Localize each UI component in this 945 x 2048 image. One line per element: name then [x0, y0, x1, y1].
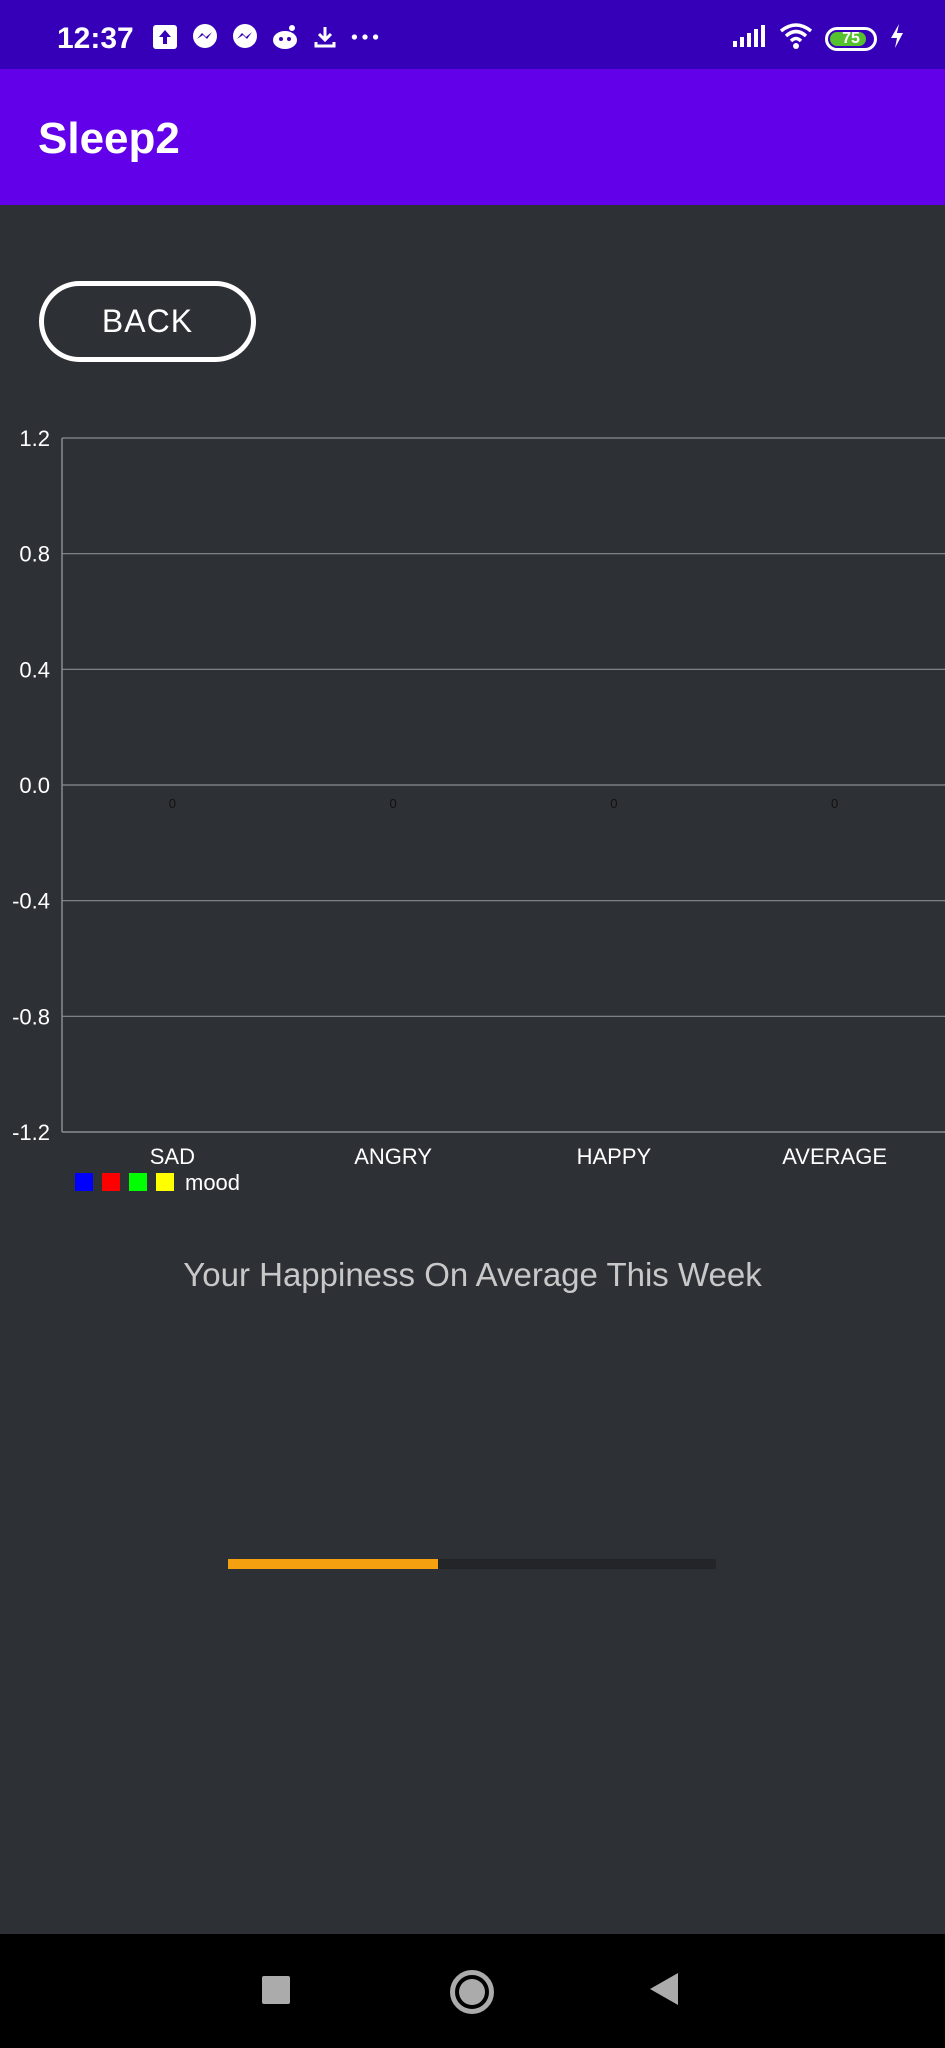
bar-value-label: 0 [610, 796, 617, 811]
happiness-label: Your Happiness On Average This Week [183, 1256, 762, 1293]
status-bar: 12:37 75 [0, 0, 945, 69]
back-icon[interactable] [648, 1972, 680, 2006]
x-tick-label: ANGRY [354, 1144, 432, 1169]
upload-icon [150, 23, 180, 51]
y-tick-label: 0.0 [19, 773, 50, 798]
notification-icons [150, 23, 380, 51]
battery-icon: 75 [825, 26, 877, 51]
legend-swatch [75, 1173, 93, 1191]
download-icon [310, 23, 340, 51]
x-tick-label: AVERAGE [782, 1144, 887, 1169]
bar-value-label: 0 [169, 796, 176, 811]
signal-icon [731, 23, 767, 54]
wifi-icon [779, 22, 813, 55]
y-tick-label: -0.8 [12, 1004, 50, 1029]
charging-icon [889, 23, 905, 54]
happiness-progress-bar [228, 1559, 716, 1569]
mood-bar-chart: 1.2 0.8 0.4 0.0 -0.4 -0.8 -1.2 0 SAD 0 ANGRY 0 HAPPY… [12, 426, 945, 1195]
x-tick-label: SAD [150, 1144, 195, 1169]
x-tick-label: HAPPY [577, 1144, 652, 1169]
legend-swatch [129, 1173, 147, 1191]
happiness-progress-fill [228, 1559, 438, 1569]
battery-level: 75 [842, 29, 860, 47]
messenger-icon [190, 23, 220, 51]
y-tick-label: 0.4 [19, 657, 50, 682]
bar-value-label: 0 [390, 796, 397, 811]
y-tick-label: -1.2 [12, 1120, 50, 1145]
navigation-bar [0, 1934, 945, 2048]
legend-swatch [102, 1173, 120, 1191]
recents-icon[interactable] [262, 1976, 290, 2004]
y-tick-label: -0.4 [12, 889, 50, 914]
app-bar: Sleep2 [0, 69, 945, 205]
more-dots-icon [350, 23, 380, 51]
messenger-icon [230, 23, 260, 51]
system-icons: 75 [731, 22, 905, 55]
y-tick-label: 1.2 [19, 426, 50, 451]
y-tick-label: 0.8 [19, 542, 50, 567]
legend-swatch [156, 1173, 174, 1191]
bar-value-label: 0 [831, 796, 838, 811]
legend-label: mood [185, 1170, 240, 1195]
app-title: Sleep2 [38, 114, 180, 163]
reddit-icon [270, 23, 300, 51]
home-icon[interactable] [450, 1970, 494, 2014]
status-time: 12:37 [57, 22, 134, 55]
back-button[interactable]: BACK [39, 281, 256, 362]
